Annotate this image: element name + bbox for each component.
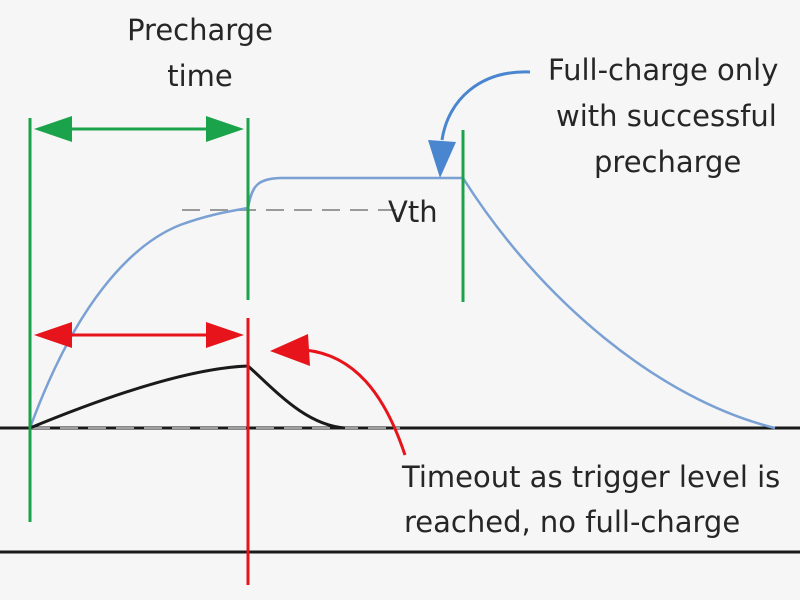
timeout-callout-arrow (270, 334, 407, 456)
full-charge-voltage-curve (28, 176, 776, 430)
full-charge-label-line2: with successful (556, 99, 777, 133)
precharge-label-line2: time (167, 59, 233, 93)
full-charge-label-line1: Full-charge only (548, 53, 778, 87)
full-charge-label-line3: precharge (594, 145, 741, 179)
full-charge-callout-arrow (428, 70, 531, 178)
timeout-interval-arrow (34, 322, 244, 348)
precharge-timeout-curve (29, 364, 346, 430)
precharge-label-line1: Precharge (127, 13, 273, 47)
precharge-time-arrow (34, 116, 244, 142)
timeout-label-line2: reached, no full-charge (404, 505, 740, 539)
vth-label: Vth (388, 195, 438, 229)
timeout-label-line1: Timeout as trigger level is (401, 460, 780, 494)
